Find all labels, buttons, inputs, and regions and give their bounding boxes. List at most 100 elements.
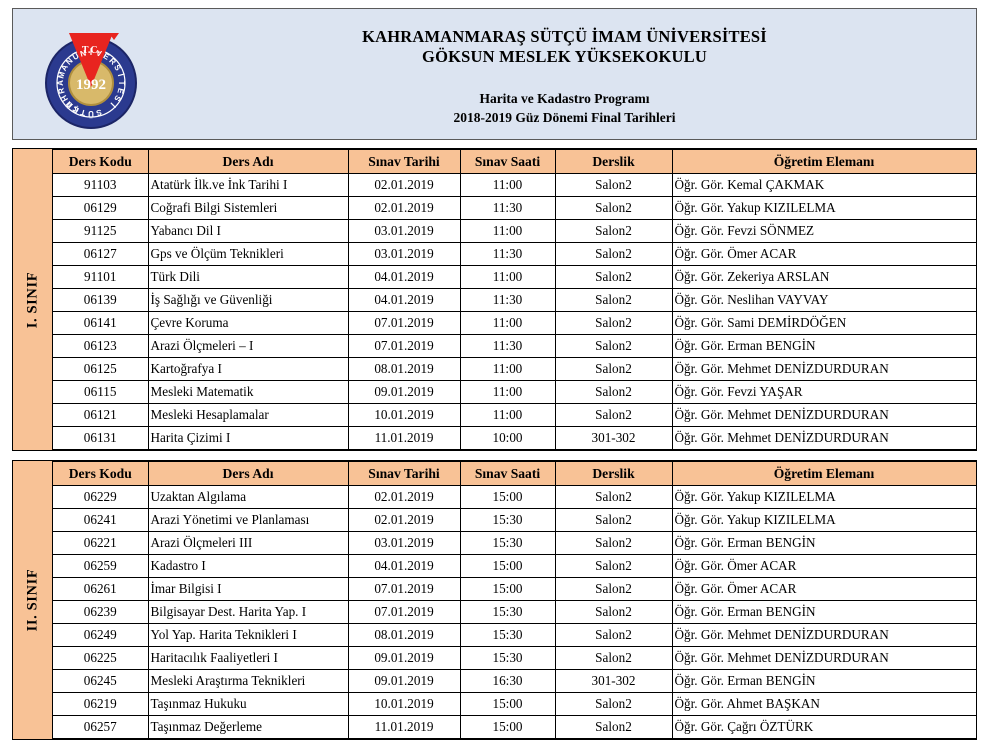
cell-date: 10.01.2019	[347, 692, 461, 716]
table-row: 06219 Taşınmaz Hukuku 10.01.2019 15:00 Salon…	[53, 692, 977, 716]
schedule-table-second-year: Ders Kodu Ders Adı Sınav Tarihi Sınav Sa…	[53, 461, 977, 739]
cell-code: 06225	[53, 646, 149, 670]
table-row: 06225 Haritacılık Faaliyetleri I 09.01.201…	[53, 646, 977, 670]
cell-name: Taşınmaz Hukuku	[147, 692, 349, 716]
table-row: 91125 Yabancı Dil I 03.01.2019 11:00 Salon2 Ö…	[53, 219, 977, 243]
svg-text:S: S	[112, 63, 123, 73]
column-header-staff: Öğretim Elemanı	[671, 461, 977, 486]
cell-name: Arazi Yönetimi ve Planlaması	[147, 508, 349, 532]
cell-room: Salon2	[554, 485, 673, 509]
cell-room: Salon2	[554, 646, 673, 670]
cell-room: Salon2	[554, 577, 673, 601]
cell-date: 03.01.2019	[347, 531, 461, 555]
cell-room: Salon2	[554, 288, 673, 312]
cell-name: Mesleki Hesaplamalar	[147, 403, 349, 427]
cell-time: 15:00	[459, 577, 556, 601]
cell-name: Taşınmaz Değerleme	[147, 715, 349, 739]
svg-text:T: T	[117, 81, 126, 86]
cell-date: 08.01.2019	[347, 357, 461, 381]
svg-text:S: S	[112, 94, 123, 104]
svg-text:K: K	[71, 104, 81, 115]
cell-room: Salon2	[554, 380, 673, 404]
schedule-table-first-year: Ders Kodu Ders Adı Sınav Tarihi Sınav Sa…	[53, 149, 977, 450]
cell-date: 03.01.2019	[347, 242, 461, 266]
cell-name: Gps ve Ölçüm Teknikleri	[147, 242, 349, 266]
table-row: 91101 Türk Dili 04.01.2019 11:00 Salon2 Öğr. …	[53, 265, 977, 289]
column-header-code: Ders Kodu	[53, 461, 149, 486]
cell-room: Salon2	[554, 508, 673, 532]
cell-staff: Öğr. Gör. Ömer ACAR	[671, 577, 977, 601]
cell-room: Salon2	[554, 311, 673, 335]
cell-date: 07.01.2019	[347, 577, 461, 601]
cell-name: Bilgisayar Dest. Harita Yap. I	[147, 600, 349, 624]
table-row: 06257 Taşınmaz Değerleme 11.01.2019 15:00 Sa…	[53, 715, 977, 739]
cell-date: 11.01.2019	[347, 715, 461, 739]
cell-staff: Öğr. Gör. Mehmet DENİZDURDURAN	[671, 357, 977, 381]
cell-name: Arazi Ölçmeleri – I	[147, 334, 349, 358]
svg-text:Ü: Ü	[64, 99, 75, 110]
svg-text:1992: 1992	[76, 77, 106, 93]
svg-text:H: H	[59, 93, 70, 103]
svg-text:N: N	[79, 48, 87, 58]
svg-text:İ: İ	[109, 101, 117, 109]
table-row: 06129 Coğrafi Bilgi Sistemleri 02.01.2019 1…	[53, 196, 977, 220]
column-header-time: Sınav Saati	[459, 461, 556, 486]
cell-date: 02.01.2019	[347, 508, 461, 532]
cell-code: 06125	[53, 357, 149, 381]
cell-time: 10:00	[459, 426, 556, 450]
table-row: 06123 Arazi Ölçmeleri – I 07.01.2019 11:30 S…	[53, 334, 977, 358]
svg-text:S: S	[95, 107, 103, 117]
university-logo: T.C. 1992 K A H R A M A N Ü N İ V E R	[31, 17, 151, 135]
cell-room: Salon2	[554, 357, 673, 381]
cell-staff: Öğr. Gör. Yakup KIZILELMA	[671, 508, 977, 532]
cell-time: 11:00	[459, 311, 556, 335]
cell-name: Kartoğrafya I	[147, 357, 349, 381]
cell-name: Arazi Ölçmeleri III	[147, 531, 349, 555]
class-label-text: I. SINIF	[24, 271, 40, 328]
cell-time: 15:00	[459, 554, 556, 578]
svg-text:V: V	[95, 49, 103, 59]
svg-text:T.C.: T.C.	[82, 45, 101, 56]
column-header-date: Sınav Tarihi	[347, 461, 461, 486]
cell-time: 15:30	[459, 623, 556, 647]
cell-code: 06121	[53, 403, 149, 427]
table-body-second-year: 06229 Uzaktan Algılama 02.01.2019 15:00 Salo…	[53, 485, 977, 739]
cell-room: Salon2	[554, 219, 673, 243]
cell-name: Haritacılık Faaliyetleri I	[147, 646, 349, 670]
cell-time: 11:30	[459, 288, 556, 312]
cell-code: 06239	[53, 600, 149, 624]
cell-date: 02.01.2019	[347, 173, 461, 197]
cell-staff: Öğr. Gör. Neslihan VAYVAY	[671, 288, 977, 312]
table-row: 06259 Kadastro I 04.01.2019 15:00 Salon2 Öğr.…	[53, 554, 977, 578]
cell-name: Yabancı Dil I	[147, 219, 349, 243]
cell-staff: Öğr. Gör. Mehmet DENİZDURDURAN	[671, 646, 977, 670]
cell-date: 09.01.2019	[347, 380, 461, 404]
cell-staff: Öğr. Gör. Ömer ACAR	[671, 242, 977, 266]
column-header-date: Sınav Tarihi	[347, 149, 461, 174]
cell-name: Kadastro I	[147, 554, 349, 578]
table-row: 06139 İş Sağlığı ve Güvenliği 04.01.2019 11…	[53, 288, 977, 312]
svg-text:A: A	[59, 63, 70, 73]
cell-code: 06229	[53, 485, 149, 509]
table-row: 06115 Mesleki Matematik 09.01.2019 11:00 Sal…	[53, 380, 977, 404]
cell-room: Salon2	[554, 692, 673, 716]
cell-staff: Öğr. Gör. Erman BENGİN	[671, 531, 977, 555]
svg-text:R: R	[56, 87, 66, 95]
column-header-room: Derslik	[554, 461, 673, 486]
cell-staff: Öğr. Gör. Çağrı ÖZTÜRK	[671, 715, 977, 739]
cell-staff: Öğr. Gör. Erman BENGİN	[671, 334, 977, 358]
cell-room: Salon2	[554, 334, 673, 358]
cell-name: Türk Dili	[147, 265, 349, 289]
cell-date: 02.01.2019	[347, 485, 461, 509]
svg-text:A: A	[64, 99, 75, 110]
cell-time: 15:30	[459, 646, 556, 670]
table-row: 06261 İmar Bilgisi I 07.01.2019 15:00 Salon2…	[53, 577, 977, 601]
column-header-name: Ders Adı	[147, 149, 349, 174]
svg-text:R: R	[107, 56, 118, 67]
cell-name: Atatürk İlk.ve İnk Tarihi I	[147, 173, 349, 197]
table-row: 06245 Mesleki Araştırma Teknikleri 09.01.2…	[53, 669, 977, 693]
svg-text:İ: İ	[116, 73, 125, 77]
cell-name: Mesleki Araştırma Teknikleri	[147, 669, 349, 693]
cell-room: Salon2	[554, 715, 673, 739]
table-row: 06249 Yol Yap. Harita Teknikleri I 08.01.2…	[53, 623, 977, 647]
